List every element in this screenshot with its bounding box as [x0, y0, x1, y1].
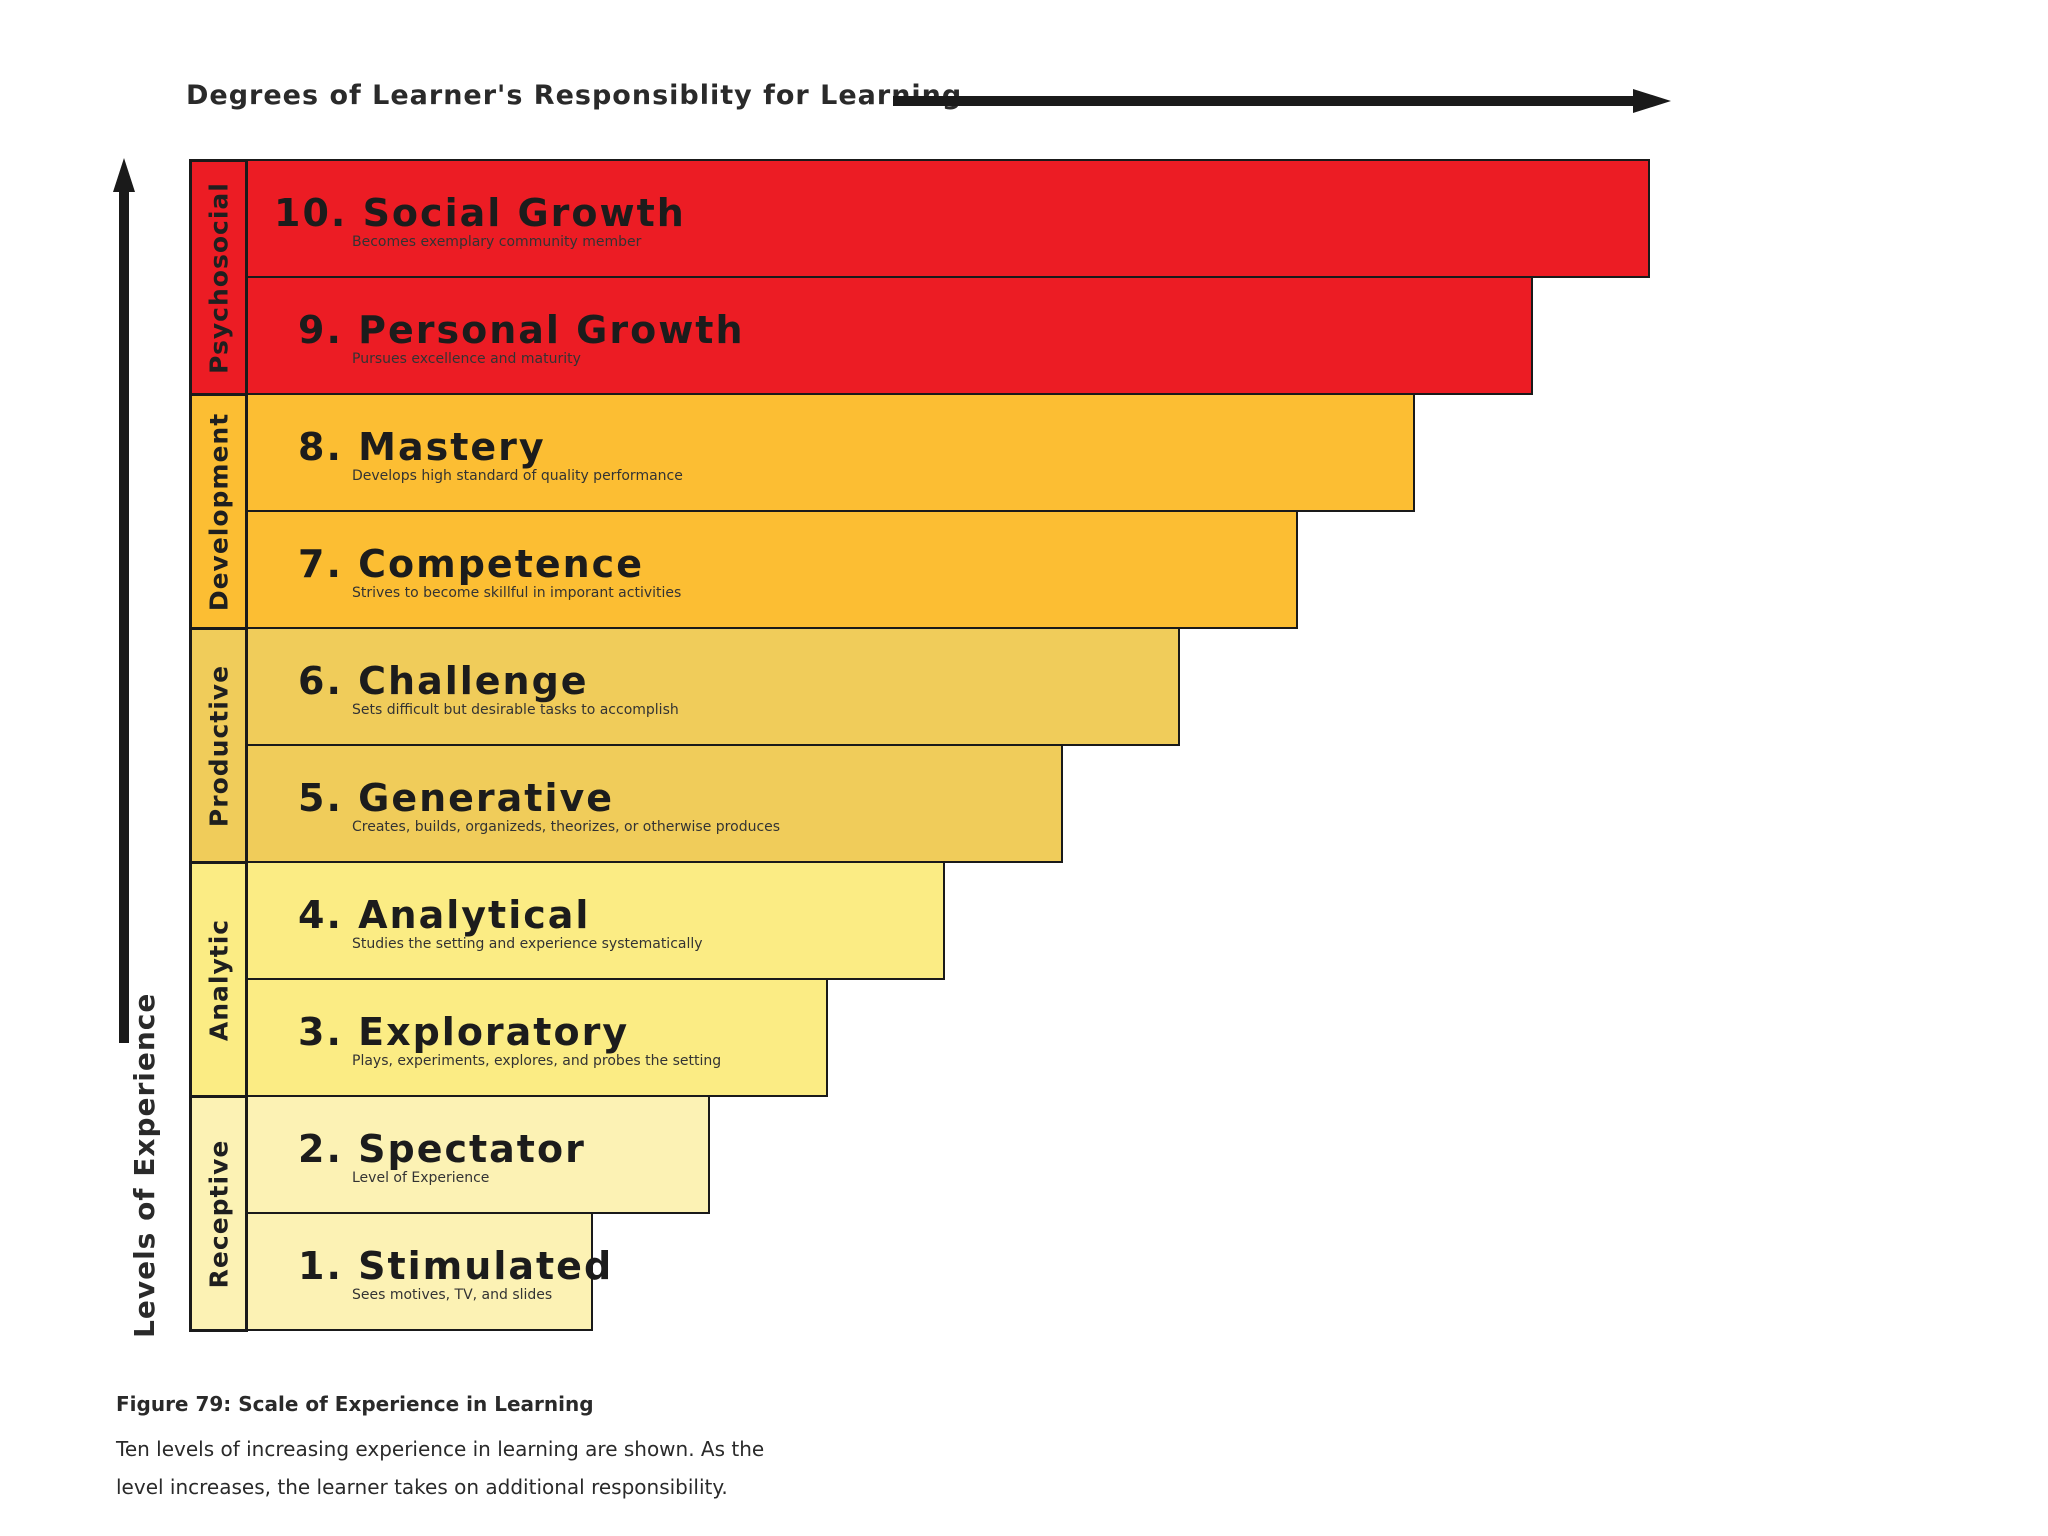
level-title: 10. Social Growth	[274, 191, 686, 235]
level-title: 3. Exploratory	[298, 1010, 630, 1054]
level-6-challenge: 6. Challenge Sets difficult but desirabl…	[248, 627, 1180, 746]
level-description: Plays, experiments, explores, and probes…	[352, 1053, 722, 1069]
level-description: Sees motives, TV, and slides	[352, 1287, 553, 1303]
level-title: 8. Mastery	[298, 425, 546, 469]
level-8-mastery: 8. Mastery Develops high standard of qua…	[248, 393, 1415, 512]
top-axis-label: Degrees of Learner's Responsiblity for L…	[186, 80, 963, 111]
group-label: Development	[204, 412, 233, 611]
level-title: 6. Challenge	[298, 659, 589, 703]
left-axis-label: Levels of Experience	[128, 992, 161, 1338]
level-7-competence: 7. Competence Strives to become skillful…	[248, 510, 1298, 629]
level-description: Sets difficult but desirable tasks to ac…	[352, 702, 679, 718]
level-title: 7. Competence	[298, 542, 644, 586]
level-description: Develops high standard of quality perfor…	[352, 468, 683, 484]
level-description: Studies the setting and experience syste…	[352, 936, 703, 952]
group-label: Productive	[204, 664, 233, 827]
up-arrow-icon	[113, 158, 135, 1043]
caption-title: Figure 79: Scale of Experience in Learni…	[116, 1392, 594, 1416]
caption-text-line-2: level increases, the learner takes on ad…	[116, 1475, 728, 1499]
figure-caption: Figure 79: Scale of Experience in Learni…	[116, 1392, 764, 1506]
group-productive: Productive	[189, 627, 248, 864]
level-title: 1. Stimulated	[298, 1244, 614, 1288]
level-5-generative: 5. Generative Creates, builds, organized…	[248, 744, 1063, 863]
level-description: Creates, builds, organizeds, theorizes, …	[352, 819, 781, 835]
right-arrow-icon	[893, 89, 1671, 113]
level-1-stimulated: 1. Stimulated Sees motives, TV, and slid…	[248, 1212, 611, 1331]
group-analytic: Analytic	[189, 861, 248, 1098]
level-title: 9. Personal Growth	[298, 308, 745, 352]
level-description: Pursues excellence and maturity	[352, 351, 581, 367]
group-label: Psychosocial	[204, 181, 233, 374]
level-3-exploratory: 3. Exploratory Plays, experiments, explo…	[248, 978, 828, 1097]
caption-text-line-1: Ten levels of increasing experience in l…	[116, 1437, 765, 1461]
level-9-personal-growth: 9. Personal Growth Pursues excellence an…	[248, 276, 1533, 395]
level-title: 4. Analytical	[298, 893, 591, 937]
level-10-social-growth: 10. Social Growth Becomes exemplary comm…	[248, 159, 1650, 278]
level-description: Level of Experience	[352, 1170, 490, 1186]
level-description: Strives to become skillful in imporant a…	[352, 585, 682, 601]
level-2-spectator: 2. Spectator Level of Experience	[248, 1095, 710, 1214]
group-label: Analytic	[204, 918, 233, 1041]
group-psychosocial: Psychosocial	[189, 159, 248, 396]
group-label: Receptive	[204, 1139, 233, 1288]
level-title: 5. Generative	[298, 776, 615, 820]
group-receptive: Receptive	[189, 1095, 248, 1332]
level-title: 2. Spectator	[298, 1127, 586, 1171]
group-development: Development	[189, 393, 248, 630]
level-4-analytical: 4. Analytical Studies the setting and ex…	[248, 861, 945, 980]
level-description: Becomes exemplary community member	[352, 234, 642, 250]
